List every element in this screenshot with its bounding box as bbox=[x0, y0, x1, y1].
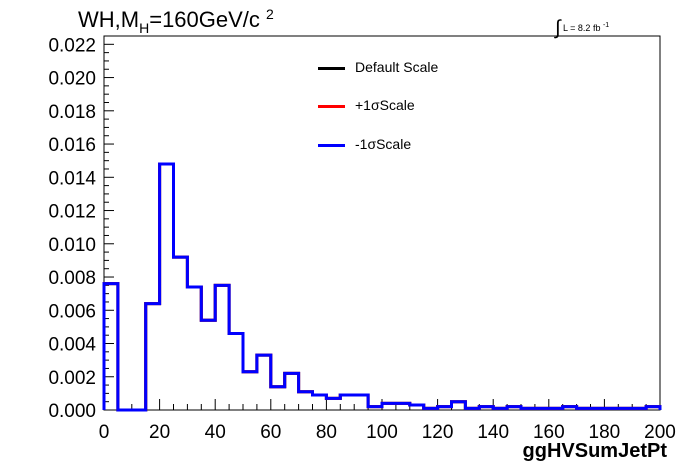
y-tick-label: 0.012 bbox=[48, 202, 96, 223]
y-tick-label: 0.018 bbox=[48, 102, 96, 123]
title-subscript: H bbox=[139, 20, 150, 36]
legend-item-default: Default Scale bbox=[318, 56, 478, 80]
title-value: =160GeV/c bbox=[149, 7, 260, 32]
y-tick-label: 0.008 bbox=[48, 268, 96, 289]
x-axis-label: ggHVSumJetPt bbox=[522, 440, 667, 462]
x-tick-label: 180 bbox=[589, 422, 621, 443]
y-axis: 0.000 0.002 0.004 0.006 0.008 0.010 0.012 0.014… bbox=[48, 35, 114, 422]
x-tick-label: 80 bbox=[316, 422, 337, 443]
y-tick-label: 0.006 bbox=[48, 301, 96, 322]
title-superscript: 2 bbox=[266, 6, 274, 22]
x-tick-label: 60 bbox=[260, 422, 281, 443]
x-tick-label: 200 bbox=[644, 422, 676, 443]
y-tick-label: 0.010 bbox=[48, 235, 96, 256]
y-tick-label: 0.002 bbox=[48, 368, 96, 389]
x-axis: 0 20 40 60 80 100 120 140 160 180 200 bbox=[99, 399, 676, 443]
lumi-text: L = 8.2 fb bbox=[563, 23, 601, 33]
legend-swatch-default bbox=[318, 67, 345, 70]
title-prefix: WH,M bbox=[78, 7, 140, 32]
x-tick-label: 160 bbox=[533, 422, 565, 443]
y-tick-label: 0.016 bbox=[48, 135, 96, 156]
legend-label-plus: +1σScale bbox=[355, 97, 415, 113]
legend-swatch-plus bbox=[318, 105, 345, 108]
x-tick-label: 100 bbox=[366, 422, 398, 443]
x-tick-label: 40 bbox=[205, 422, 226, 443]
legend-swatch-minus bbox=[318, 144, 345, 147]
x-tick-label: 120 bbox=[422, 422, 454, 443]
y-tick-label: 0.020 bbox=[48, 69, 96, 90]
legend-item-plus: +1σScale bbox=[318, 94, 478, 118]
luminosity-label: ∫ L = 8.2 fb -1 bbox=[555, 14, 610, 39]
integral-symbol: ∫ bbox=[555, 17, 561, 39]
legend-label-minus: -1σScale bbox=[355, 136, 412, 152]
x-tick-label: 20 bbox=[149, 422, 170, 443]
chart-title: WH,MH=160GeV/c 2 bbox=[78, 6, 274, 36]
y-tick-label: 0.014 bbox=[48, 168, 96, 189]
x-tick-label: 0 bbox=[99, 422, 110, 443]
y-tick-label: 0.022 bbox=[48, 35, 96, 56]
x-tick-label: 140 bbox=[477, 422, 509, 443]
lumi-superscript: -1 bbox=[602, 22, 610, 29]
y-tick-label: 0.000 bbox=[48, 401, 96, 422]
histogram-series-2 bbox=[102, 162, 662, 412]
y-tick-label: 0.004 bbox=[48, 335, 96, 356]
legend-item-minus: -1σScale bbox=[318, 133, 478, 157]
plot-frame bbox=[103, 35, 661, 411]
legend-label-default: Default Scale bbox=[355, 59, 439, 75]
series-layer bbox=[102, 162, 662, 412]
